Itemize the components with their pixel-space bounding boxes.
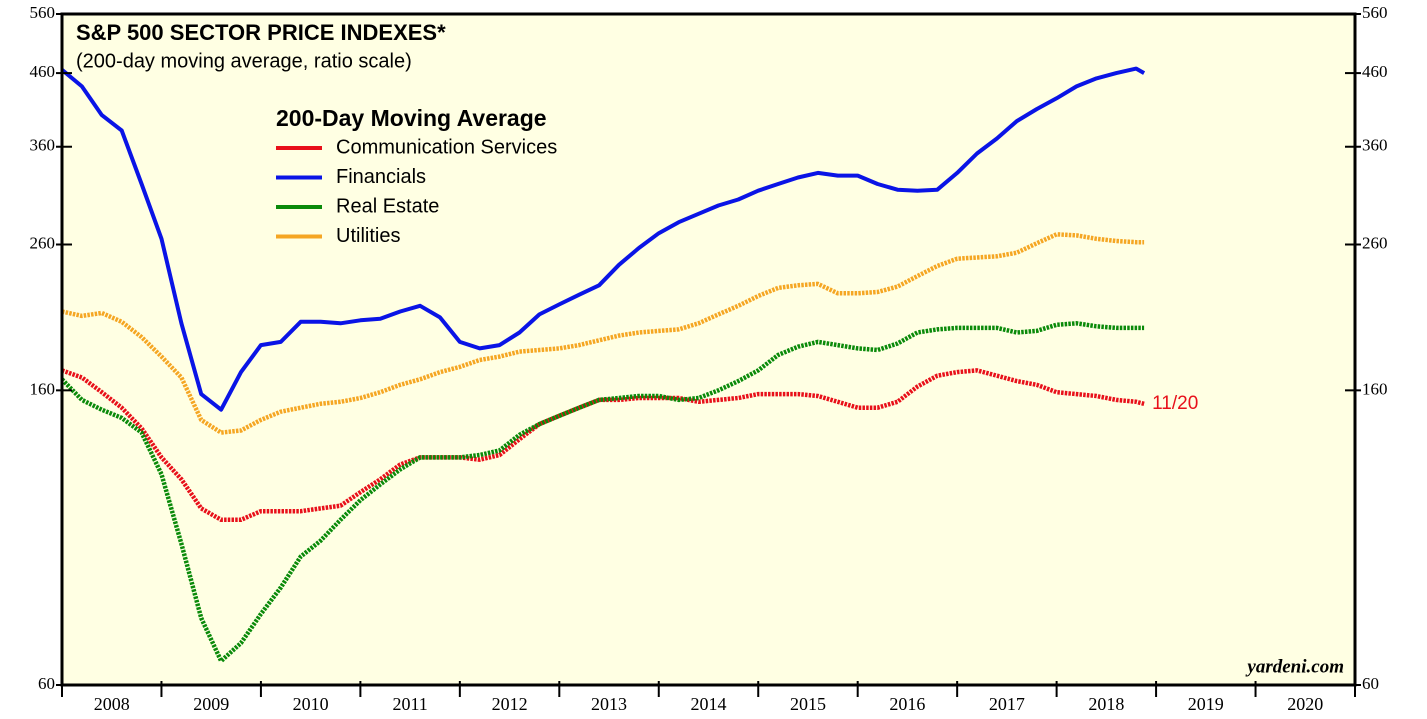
legend-label: Communication Services xyxy=(336,136,557,158)
series-line xyxy=(61,232,1145,435)
y2-tick-label: 160 xyxy=(1362,379,1388,398)
plot-area xyxy=(62,14,1355,685)
chart-subtitle: (200-day moving average, ratio scale) xyxy=(76,50,412,72)
y-tick-label: 60 xyxy=(38,674,55,693)
annotation: 11/20 xyxy=(1152,393,1198,414)
x-tick-label: 2013 xyxy=(591,694,627,714)
y-tick-label: 360 xyxy=(30,136,56,155)
y2-tick-label: 460 xyxy=(1362,62,1388,81)
x-tick-label: 2015 xyxy=(790,694,826,714)
legend-label: Utilities xyxy=(336,225,400,247)
x-tick-label: 2017 xyxy=(989,694,1025,714)
y2-tick-label: 260 xyxy=(1362,233,1388,252)
x-tick-label: 2008 xyxy=(94,694,130,714)
plot-border xyxy=(60,12,1357,687)
series-line xyxy=(60,66,1146,412)
x-tick-label: 2019 xyxy=(1188,694,1224,714)
legend-title: 200-Day Moving Average xyxy=(276,105,547,131)
y-tick-label: 260 xyxy=(30,233,56,252)
x-tick-label: 2020 xyxy=(1287,694,1323,714)
y-tick-label: 160 xyxy=(30,379,56,398)
y2-tick-label: 60 xyxy=(1362,674,1379,693)
y2-tick-label: 360 xyxy=(1362,136,1388,155)
x-tick-label: 2010 xyxy=(293,694,329,714)
y-tick-label: 460 xyxy=(30,62,56,81)
x-tick-label: 2011 xyxy=(392,694,427,714)
chart-title: S&P 500 SECTOR PRICE INDEXES* xyxy=(76,20,446,45)
series-line xyxy=(61,368,1145,523)
series-line xyxy=(60,321,1145,664)
x-tick-label: 2009 xyxy=(193,694,229,714)
y2-tick-label: 560 xyxy=(1362,3,1388,22)
legend-label: Real Estate xyxy=(336,195,439,217)
marks xyxy=(60,66,1146,664)
x-tick-label: 2014 xyxy=(691,694,727,714)
x-tick-label: 2016 xyxy=(889,694,925,714)
legend-label: Financials xyxy=(336,166,426,188)
credit: yardeni.com xyxy=(1245,656,1344,677)
x-tick-label: 2012 xyxy=(492,694,528,714)
y-tick-label: 560 xyxy=(30,3,56,22)
x-tick-label: 2018 xyxy=(1088,694,1124,714)
